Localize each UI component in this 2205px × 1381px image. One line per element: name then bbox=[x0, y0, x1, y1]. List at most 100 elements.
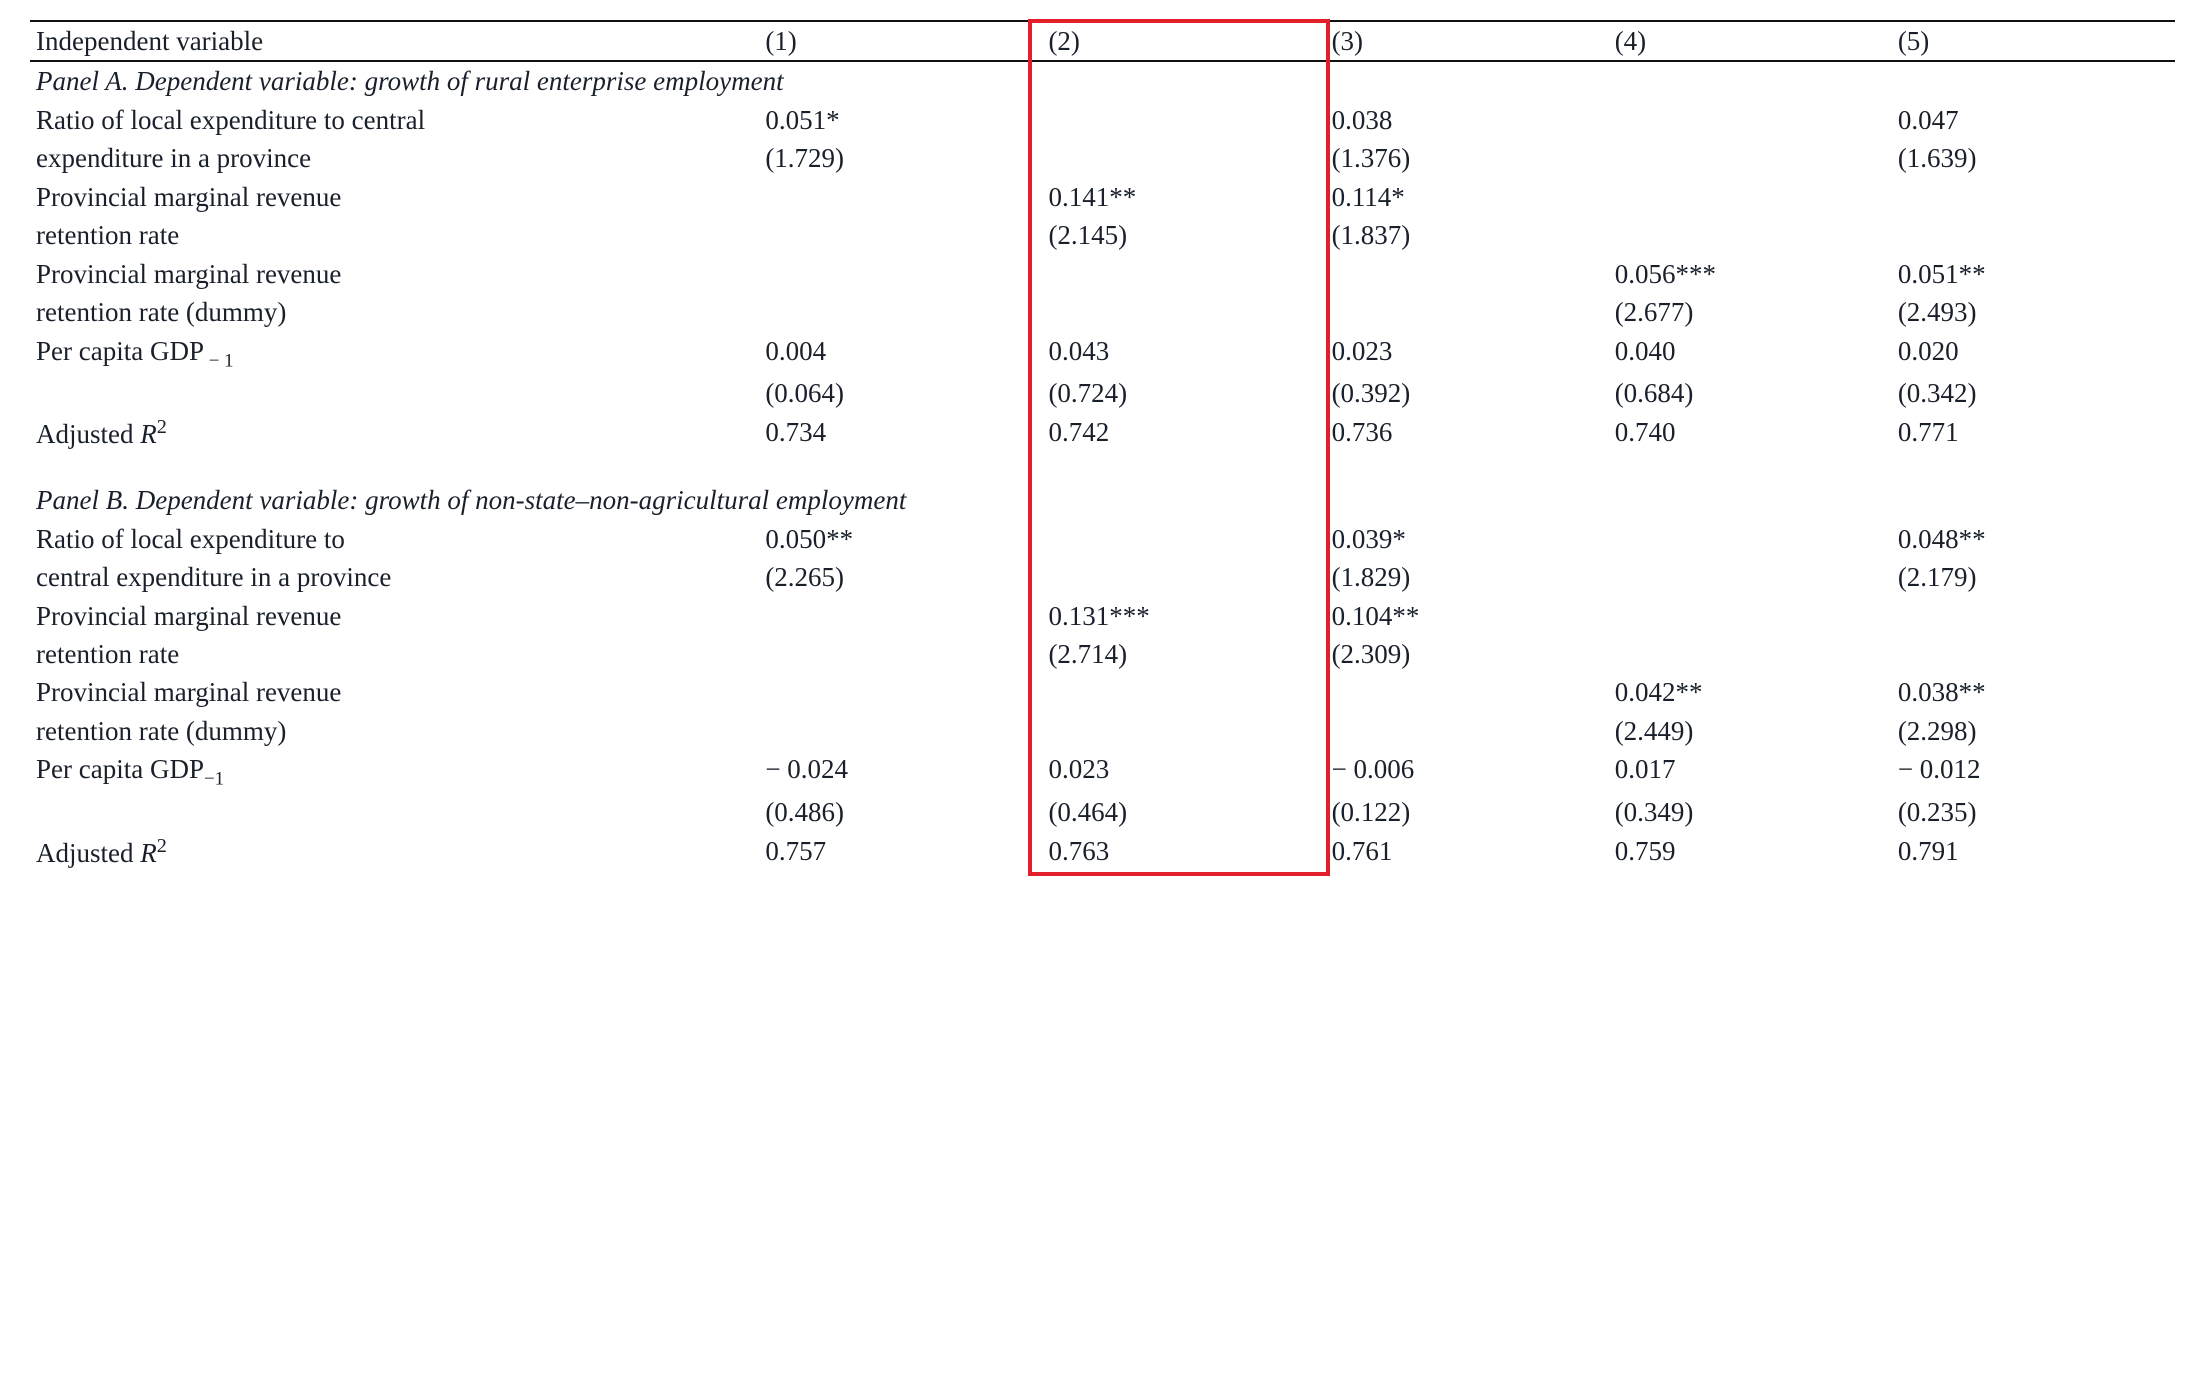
cell: (2.714) bbox=[1042, 635, 1325, 673]
cell: − 0.006 bbox=[1326, 750, 1609, 793]
table-row: retention rate (2.145) (1.837) bbox=[30, 216, 2175, 254]
cell bbox=[1609, 139, 1892, 177]
cell: (2.179) bbox=[1892, 558, 2175, 596]
cell bbox=[1326, 293, 1609, 331]
cell bbox=[1609, 178, 1892, 216]
table-row: retention rate (dummy) (2.449) (2.298) bbox=[30, 712, 2175, 750]
cell bbox=[1042, 255, 1325, 293]
panel-a-title: Panel A. Dependent variable: growth of r… bbox=[30, 61, 2175, 100]
var-label: Per capita GDP − 1 bbox=[30, 332, 759, 375]
cell bbox=[759, 635, 1042, 673]
cell bbox=[1042, 673, 1325, 711]
cell bbox=[759, 712, 1042, 750]
table-row: Provincial marginal revenue 0.042** 0.03… bbox=[30, 673, 2175, 711]
table-row: (0.486) (0.464) (0.122) (0.349) (0.235) bbox=[30, 793, 2175, 831]
cell bbox=[1892, 635, 2175, 673]
cell: 0.023 bbox=[1042, 750, 1325, 793]
var-label-text: Per capita GDP bbox=[36, 754, 204, 784]
cell: 0.038 bbox=[1326, 101, 1609, 139]
table-row: Per capita GDP − 1 0.004 0.043 0.023 0.0… bbox=[30, 332, 2175, 375]
cell: (2.449) bbox=[1609, 712, 1892, 750]
cell bbox=[1609, 558, 1892, 596]
cell bbox=[759, 178, 1042, 216]
cell bbox=[1042, 293, 1325, 331]
cell: 0.740 bbox=[1609, 413, 1892, 453]
var-label: Ratio of local expenditure to bbox=[30, 520, 759, 558]
cell: 0.040 bbox=[1609, 332, 1892, 375]
cell: 0.734 bbox=[759, 413, 1042, 453]
header-col-4: (4) bbox=[1609, 21, 1892, 60]
cell bbox=[1609, 520, 1892, 558]
cell: (0.349) bbox=[1609, 793, 1892, 831]
cell bbox=[1042, 558, 1325, 596]
var-label-cont: expenditure in a province bbox=[30, 139, 759, 177]
cell bbox=[1326, 255, 1609, 293]
cell: 0.020 bbox=[1892, 332, 2175, 375]
cell: 0.004 bbox=[759, 332, 1042, 375]
cell: 0.043 bbox=[1042, 332, 1325, 375]
cell: (0.342) bbox=[1892, 374, 2175, 412]
cell: 0.763 bbox=[1042, 832, 1325, 872]
table-row: Per capita GDP−1 − 0.024 0.023 − 0.006 0… bbox=[30, 750, 2175, 793]
cell: 0.736 bbox=[1326, 413, 1609, 453]
cell bbox=[759, 673, 1042, 711]
adj-r2-label: Adjusted R2 bbox=[30, 413, 759, 453]
table-header-row: Independent variable (1) (2) (3) (4) (5) bbox=[30, 21, 2175, 60]
table-row: Ratio of local expenditure to central 0.… bbox=[30, 101, 2175, 139]
panel-spacer bbox=[30, 453, 2175, 481]
cell: 0.051** bbox=[1892, 255, 2175, 293]
cell: 0.791 bbox=[1892, 832, 2175, 872]
subscript: −1 bbox=[204, 769, 224, 790]
panel-b-title: Panel B. Dependent variable: growth of n… bbox=[30, 481, 2175, 519]
table-row: retention rate (2.714) (2.309) bbox=[30, 635, 2175, 673]
cell bbox=[759, 216, 1042, 254]
cell: 0.048** bbox=[1892, 520, 2175, 558]
cell: (2.298) bbox=[1892, 712, 2175, 750]
cell: (0.464) bbox=[1042, 793, 1325, 831]
cell bbox=[1892, 178, 2175, 216]
header-label: Independent variable bbox=[30, 21, 759, 60]
cell: (0.235) bbox=[1892, 793, 2175, 831]
table-row: Provincial marginal revenue 0.131*** 0.1… bbox=[30, 597, 2175, 635]
cell: (1.729) bbox=[759, 139, 1042, 177]
adj-r2-prefix: Adjusted bbox=[36, 419, 140, 449]
adj-r2-ital: R bbox=[140, 419, 157, 449]
cell: 0.050** bbox=[759, 520, 1042, 558]
cell: 0.017 bbox=[1609, 750, 1892, 793]
panel-a-title-row: Panel A. Dependent variable: growth of r… bbox=[30, 61, 2175, 100]
table-row: Adjusted R2 0.734 0.742 0.736 0.740 0.77… bbox=[30, 413, 2175, 453]
cell: 0.042** bbox=[1609, 673, 1892, 711]
cell: 0.056*** bbox=[1609, 255, 1892, 293]
cell bbox=[1326, 673, 1609, 711]
adj-r2-label: Adjusted R2 bbox=[30, 832, 759, 872]
cell: (0.064) bbox=[759, 374, 1042, 412]
cell: (2.493) bbox=[1892, 293, 2175, 331]
cell: 0.742 bbox=[1042, 413, 1325, 453]
var-label: Provincial marginal revenue bbox=[30, 673, 759, 711]
cell bbox=[759, 597, 1042, 635]
cell: (0.392) bbox=[1326, 374, 1609, 412]
cell: (1.829) bbox=[1326, 558, 1609, 596]
table-row: Ratio of local expenditure to 0.050** 0.… bbox=[30, 520, 2175, 558]
regression-table: Independent variable (1) (2) (3) (4) (5)… bbox=[30, 20, 2175, 872]
cell: 0.771 bbox=[1892, 413, 2175, 453]
header-col-3: (3) bbox=[1326, 21, 1609, 60]
cell bbox=[1042, 520, 1325, 558]
cell: 0.131*** bbox=[1042, 597, 1325, 635]
cell bbox=[759, 293, 1042, 331]
table-row: Adjusted R2 0.757 0.763 0.761 0.759 0.79… bbox=[30, 832, 2175, 872]
cell bbox=[1892, 216, 2175, 254]
cell: 0.023 bbox=[1326, 332, 1609, 375]
var-label-cont: retention rate (dummy) bbox=[30, 712, 759, 750]
cell bbox=[1042, 101, 1325, 139]
cell: (2.677) bbox=[1609, 293, 1892, 331]
cell: (0.486) bbox=[759, 793, 1042, 831]
cell: 0.114* bbox=[1326, 178, 1609, 216]
cell: 0.047 bbox=[1892, 101, 2175, 139]
var-label: Provincial marginal revenue bbox=[30, 178, 759, 216]
cell: (1.376) bbox=[1326, 139, 1609, 177]
panel-b-title-row: Panel B. Dependent variable: growth of n… bbox=[30, 481, 2175, 519]
var-label: Provincial marginal revenue bbox=[30, 597, 759, 635]
cell bbox=[1042, 139, 1325, 177]
var-label-text: Per capita GDP bbox=[36, 336, 204, 366]
